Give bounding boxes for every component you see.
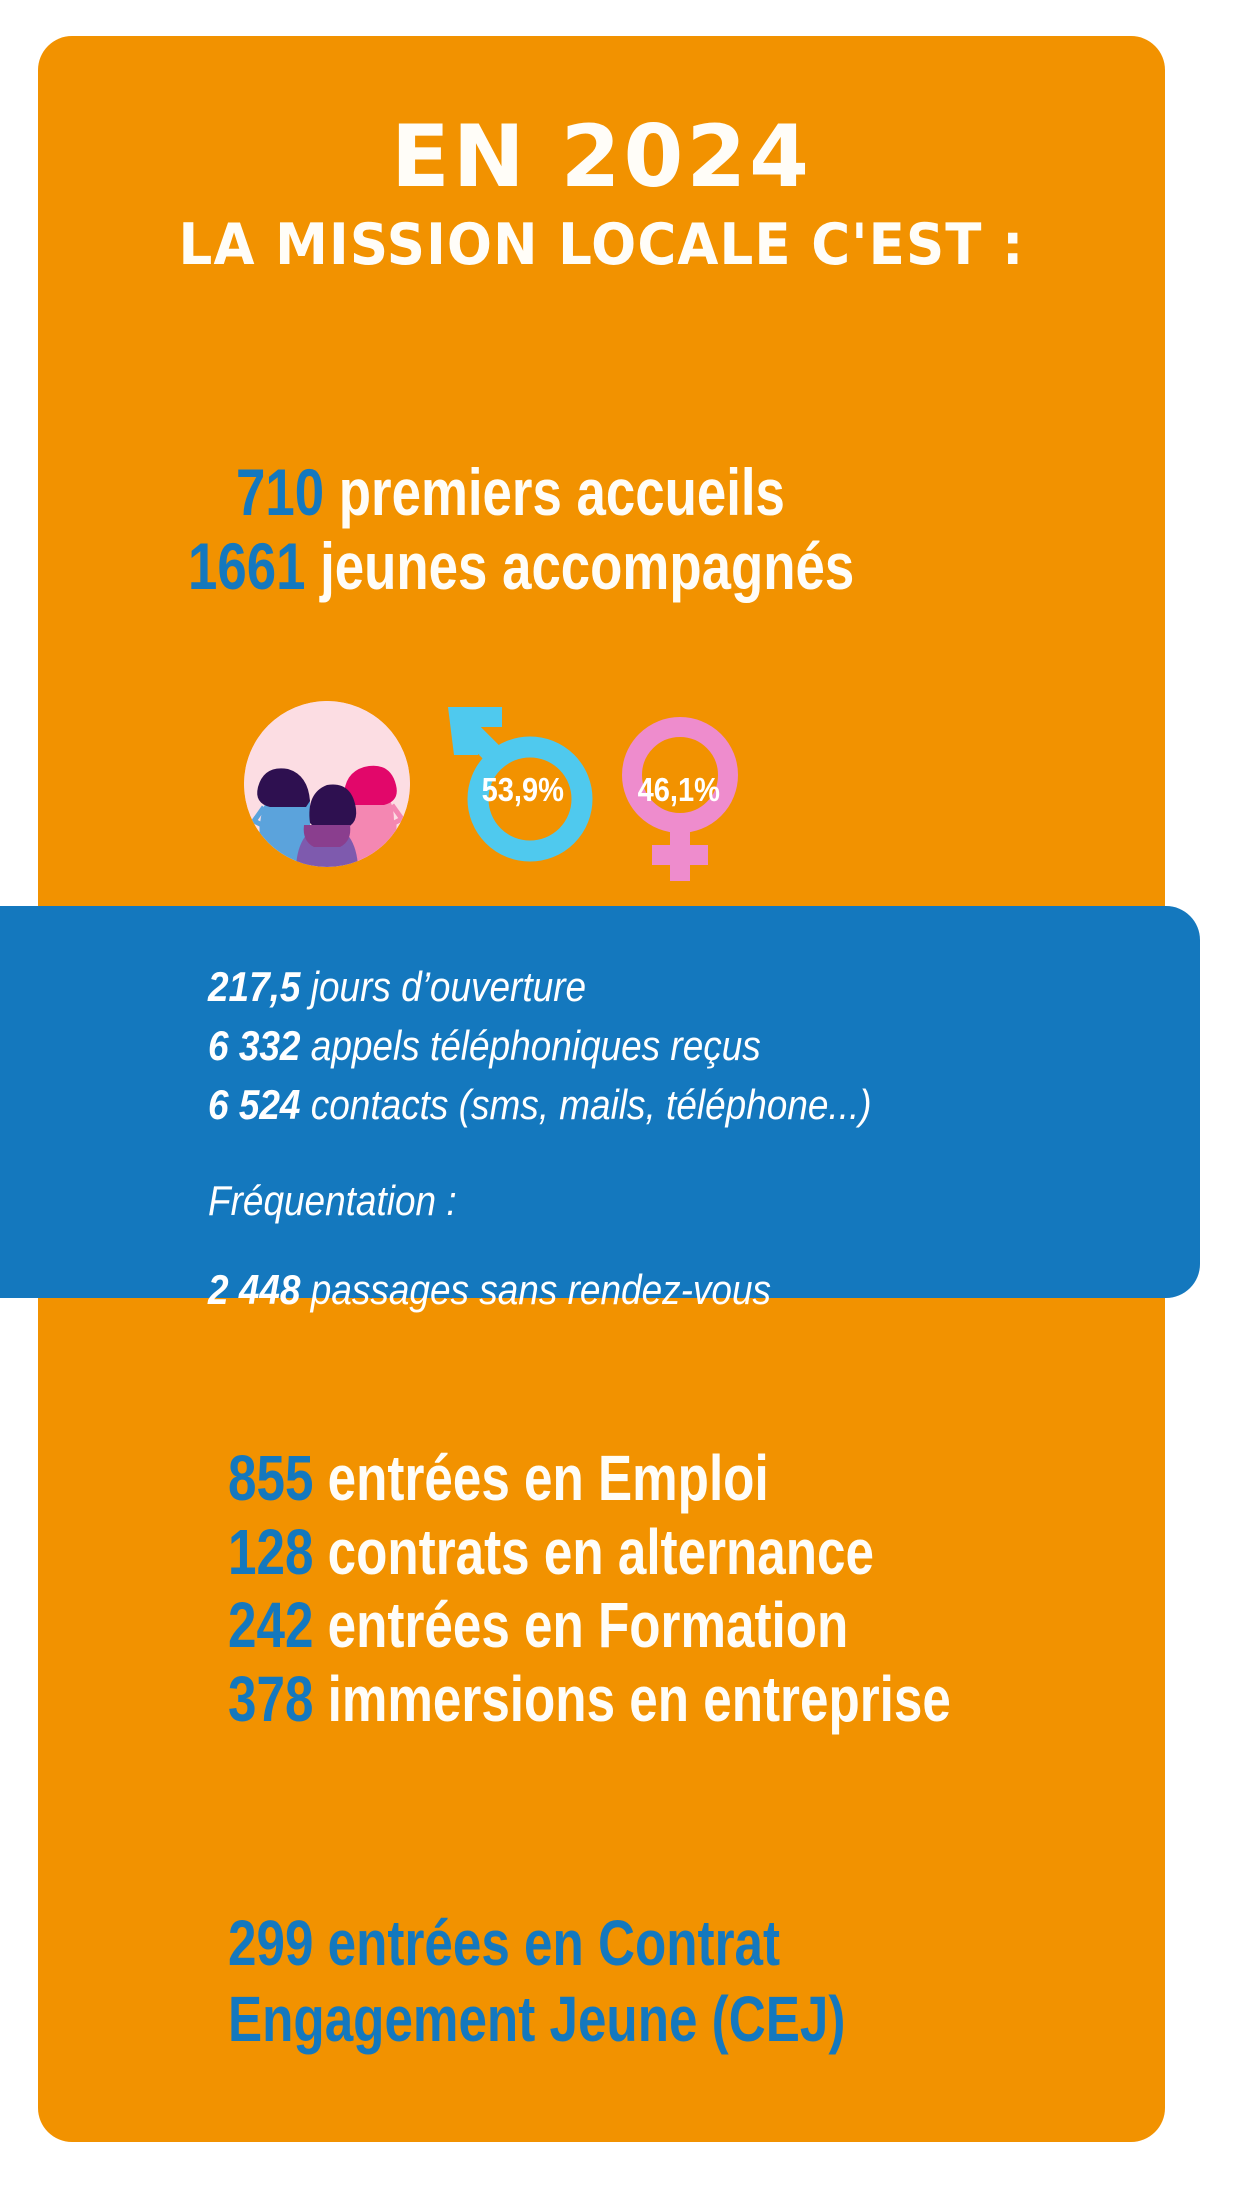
blue-panel-content: 217,5 jours d’ouverture 6 332 appels tél…	[208, 958, 1148, 1320]
stat-number: 128	[228, 1515, 314, 1588]
male-gender-symbol-icon: 53,9%	[440, 703, 610, 863]
male-percentage-label: 53,9%	[481, 771, 564, 808]
cej-line-2: Engagement Jeune (CEJ)	[228, 1982, 846, 2055]
gender-breakdown-row: 53,9% 46,1%	[208, 691, 1008, 891]
blue-stat-label: jours d’ouverture	[310, 963, 587, 1010]
stat-row-premiers-accueils: 710 premiers accueils	[236, 455, 982, 530]
stat-number: 242	[228, 1589, 314, 1662]
blue-stat-number: 217,5	[208, 963, 301, 1010]
accueils-stats-group: 710 premiers accueils 1661 jeunes accomp…	[188, 455, 1168, 604]
female-percentage-label: 46,1%	[637, 771, 720, 808]
stat-row-jeunes-accompagnes: 1661 jeunes accompagnés	[188, 528, 972, 604]
stat-row-alternance: 128 contrats en alternance	[228, 1516, 1012, 1590]
stat-label: jeunes accompagnés	[320, 528, 855, 603]
female-gender-symbol-icon: 46,1%	[596, 713, 761, 888]
stat-number: 855	[228, 1442, 314, 1514]
stat-label: immersions en entreprise	[327, 1662, 951, 1735]
blue-row-passages: 2 448 passages sans rendez-vous	[208, 1261, 1035, 1320]
three-faces-illustration-icon	[244, 701, 410, 867]
blue-row-jours-ouverture: 217,5 jours d’ouverture	[208, 958, 1035, 1017]
header-container: EN 2024 LA MISSION LOCALE C'EST : 710 pr…	[38, 36, 1165, 2142]
page-title: EN 2024	[390, 107, 813, 207]
bottom-stats-group: 855 entrées en Emploi 128 contrats en al…	[228, 1442, 1208, 1736]
stat-number: 378	[228, 1662, 314, 1735]
stat-number: 1661	[188, 528, 306, 603]
blue-stat-label: appels téléphoniques reçus	[310, 1021, 761, 1069]
stat-number: 710	[236, 455, 325, 529]
stat-label: premiers accueils	[338, 455, 785, 529]
stat-label: entrées en Formation	[327, 1589, 849, 1662]
blue-stat-number: 2 448	[208, 1266, 301, 1314]
header-block: EN 2024 LA MISSION LOCALE C'EST :	[38, 114, 1165, 276]
cej-line-1: 299 entrées en Contrat	[228, 1907, 781, 1979]
stat-label: entrées en Emploi	[327, 1442, 769, 1514]
blue-stat-number: 6 524	[208, 1080, 301, 1128]
stat-label: contrats en alternance	[327, 1515, 874, 1588]
blue-stat-label: contacts (sms, mails, téléphone...)	[310, 1080, 872, 1128]
stat-row-immersions: 378 immersions en entreprise	[228, 1663, 1012, 1737]
blue-row-appels: 6 332 appels téléphoniques reçus	[208, 1017, 1035, 1076]
blue-stat-label: passages sans rendez-vous	[310, 1266, 771, 1314]
frequentation-heading: Fréquentation :	[208, 1177, 457, 1225]
cej-stats-group: 299 entrées en Contrat Engagement Jeune …	[228, 1906, 1128, 2057]
stat-row-emploi: 855 entrées en Emploi	[228, 1442, 1012, 1516]
stat-row-formation: 242 entrées en Formation	[228, 1589, 1012, 1663]
blue-row-contacts: 6 524 contacts (sms, mails, téléphone...…	[208, 1076, 1035, 1135]
blue-stat-number: 6 332	[208, 1021, 301, 1069]
blue-highlight-panel: 217,5 jours d’ouverture 6 332 appels tél…	[0, 906, 1200, 1313]
page-subtitle: LA MISSION LOCALE C'EST :	[178, 212, 1025, 278]
